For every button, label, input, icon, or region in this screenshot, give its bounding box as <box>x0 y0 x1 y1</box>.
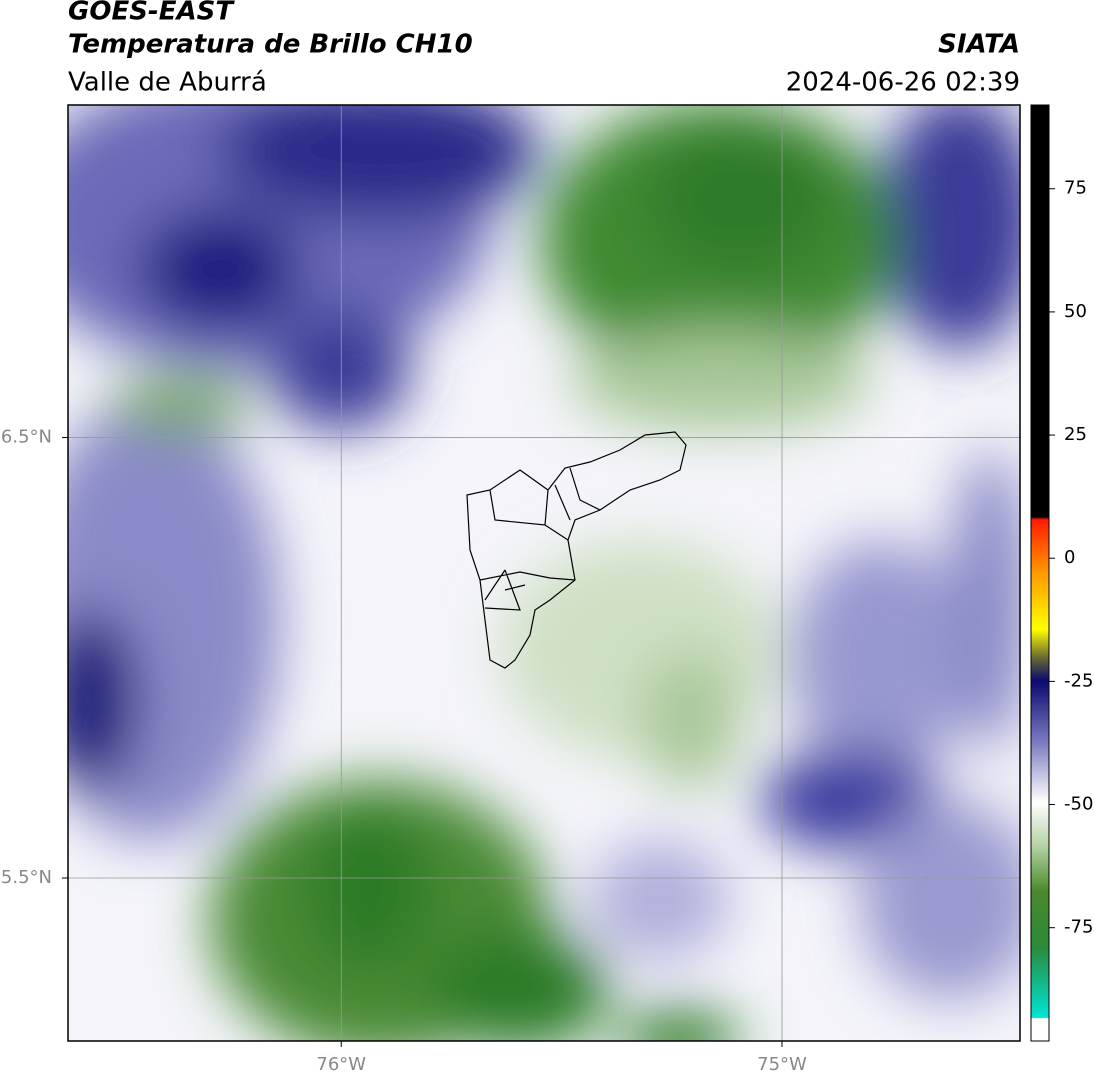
lon-tick-label: 76°W <box>316 1054 366 1075</box>
title: GOES-EAST <box>68 0 235 27</box>
colorbar-tick-label: -25 <box>1064 670 1093 691</box>
region: Valle de Aburrá <box>68 68 267 98</box>
colorbar-tick-label: 50 <box>1064 301 1087 322</box>
lon-tick-label: 75°W <box>757 1054 807 1075</box>
map-frame <box>67 104 1021 1042</box>
colorbar-tick-label: 25 <box>1064 424 1087 445</box>
lat-tick-label: 5.5°N <box>1 867 52 888</box>
municipal-boundaries <box>466 431 687 669</box>
subtitle: Temperatura de Brillo CH10 <box>68 30 473 60</box>
lat-tick-label: 6.5°N <box>1 427 52 448</box>
colorbar <box>1030 104 1050 1042</box>
colorbar-tick-label: 0 <box>1064 547 1075 568</box>
colorbar-tick-label: -75 <box>1064 917 1093 938</box>
colorbar-tick-label: 75 <box>1064 178 1087 199</box>
datetime: 2024-06-26 02:39 <box>786 68 1020 98</box>
colorbar-tick-label: -50 <box>1064 794 1093 815</box>
source: SIATA <box>938 30 1020 60</box>
graticule <box>68 105 1020 1041</box>
brightness-field <box>68 105 1020 1041</box>
